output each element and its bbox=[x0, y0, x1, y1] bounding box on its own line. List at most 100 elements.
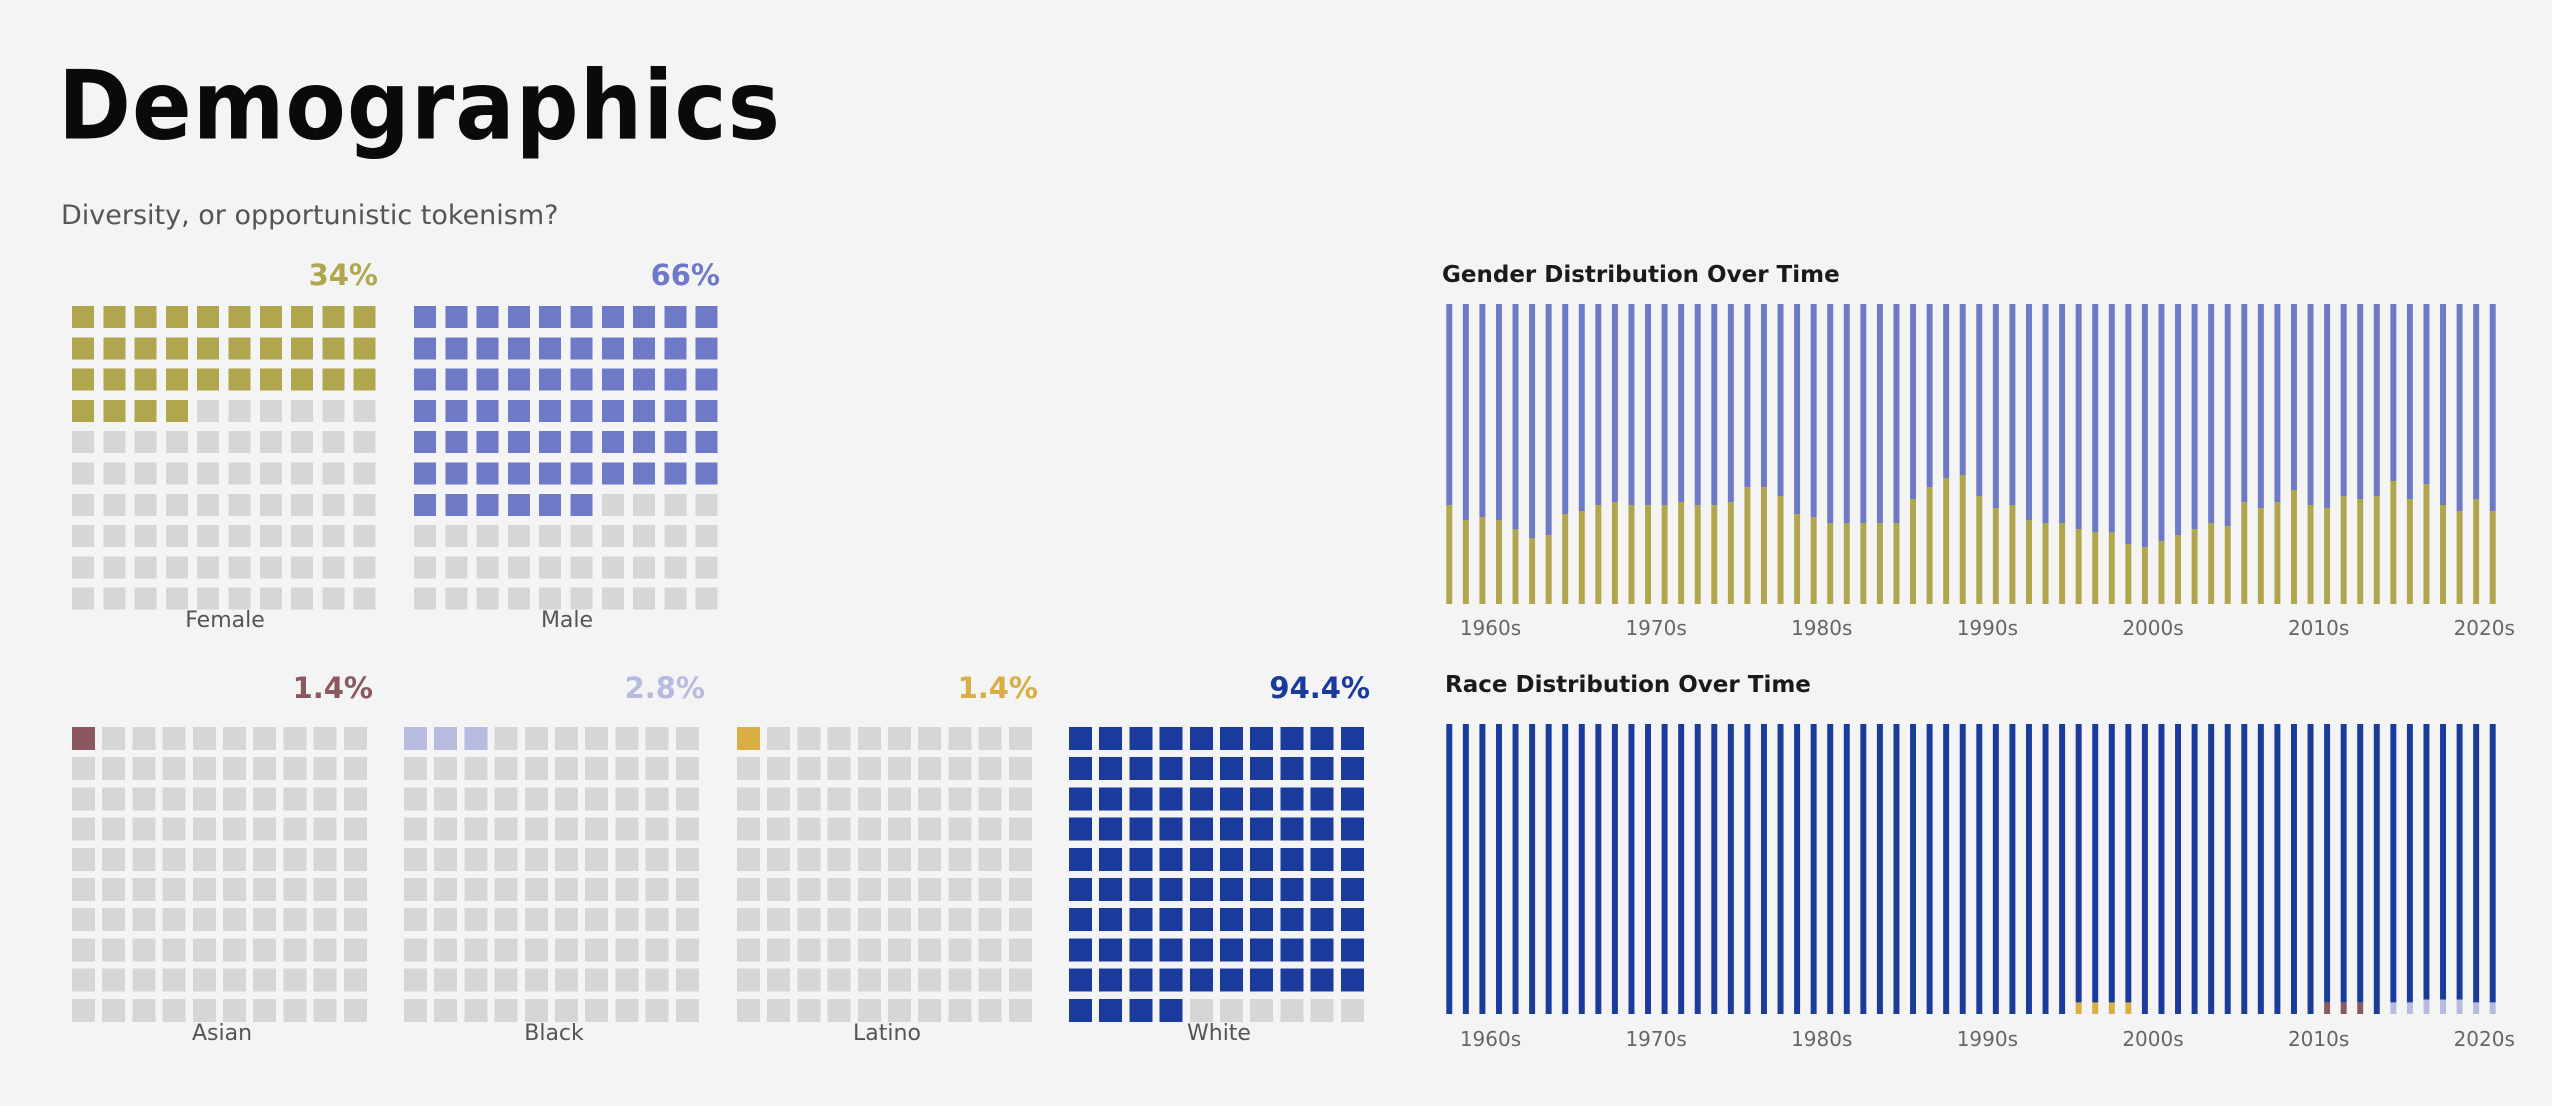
black-waffle-cell bbox=[585, 847, 609, 871]
male-waffle-cell bbox=[445, 587, 468, 610]
race-bar-white bbox=[2059, 724, 2066, 1014]
male-waffle-cell bbox=[570, 368, 593, 391]
white-waffle-cell bbox=[1099, 878, 1123, 901]
race-bar-white bbox=[1843, 724, 1850, 1014]
male-waffle-cell bbox=[633, 587, 656, 610]
latino-label: Latino bbox=[853, 1021, 921, 1046]
female-waffle-cell bbox=[103, 587, 126, 610]
gender-x-axis: 1960s 1970s 1980s 1990s 2000s 2010s 2020s bbox=[1440, 616, 2515, 644]
white-waffle-cell bbox=[1280, 878, 1304, 901]
white-waffle-cell bbox=[1129, 817, 1153, 841]
asian-waffle-cell bbox=[343, 757, 367, 781]
race-bar-white bbox=[1645, 724, 1652, 1014]
black-waffle-cell bbox=[585, 817, 609, 841]
latino-waffle-cell bbox=[978, 757, 1002, 781]
gender-bar-female bbox=[2059, 523, 2066, 604]
asian-waffle-cell bbox=[192, 817, 216, 841]
black-waffle-cell bbox=[615, 998, 639, 1022]
latino-waffle-cell bbox=[948, 817, 972, 841]
black-waffle-cell bbox=[494, 817, 518, 841]
female-waffle-cell bbox=[322, 587, 345, 610]
female-waffle-cell bbox=[134, 462, 157, 485]
asian-waffle-cell bbox=[253, 998, 277, 1022]
male-waffle-cell bbox=[507, 368, 530, 391]
race-bar-white bbox=[1893, 724, 1900, 1014]
gender-bar-female bbox=[2092, 532, 2099, 604]
white-waffle-cell bbox=[1129, 847, 1153, 871]
race-bar-white bbox=[2092, 724, 2099, 1003]
white-waffle-cell bbox=[1310, 968, 1334, 992]
female-waffle-cell bbox=[197, 525, 220, 548]
male-waffle-cell bbox=[476, 587, 499, 610]
white-waffle-cell bbox=[1189, 787, 1213, 811]
female-waffle-cell bbox=[291, 368, 314, 391]
female-waffle-cell bbox=[134, 493, 157, 516]
black-waffle-cell bbox=[615, 727, 639, 750]
black-waffle-cell bbox=[645, 938, 669, 962]
white-waffle-cell bbox=[1250, 817, 1274, 841]
latino-waffle-cell bbox=[918, 998, 942, 1022]
female-waffle-cell bbox=[72, 306, 94, 328]
male-waffle-cell bbox=[445, 337, 468, 360]
white-waffle-cell bbox=[1280, 998, 1304, 1022]
black-waffle-cell bbox=[615, 817, 639, 841]
white-label: White bbox=[1187, 1021, 1251, 1046]
gender-bar-male bbox=[2274, 304, 2281, 502]
black-waffle-cell bbox=[615, 757, 639, 781]
male-waffle-cell bbox=[633, 337, 656, 360]
latino-waffle-cell bbox=[857, 787, 881, 811]
latino-waffle-cell bbox=[978, 908, 1002, 932]
female-waffle-cell bbox=[165, 587, 188, 610]
asian-waffle-cell bbox=[313, 938, 337, 962]
male-waffle-cell bbox=[539, 306, 562, 328]
page-title: Demographics bbox=[58, 49, 782, 162]
black-waffle-cell bbox=[615, 878, 639, 901]
latino-waffle-cell bbox=[797, 998, 821, 1022]
white-waffle-cell bbox=[1250, 757, 1274, 781]
gender-x-tick: 1980s bbox=[1791, 616, 1853, 640]
asian-waffle-cell bbox=[223, 938, 246, 962]
black-waffle-cell bbox=[675, 757, 699, 781]
male-waffle-cell bbox=[601, 462, 624, 485]
asian-waffle-cell bbox=[192, 878, 216, 901]
female-waffle-cell bbox=[259, 399, 282, 422]
gender-bar-male bbox=[1446, 304, 1453, 505]
male-waffle-cell bbox=[539, 399, 562, 422]
male-waffle-cell bbox=[476, 337, 499, 360]
asian-waffle-cell bbox=[223, 817, 246, 841]
female-waffle-cell bbox=[134, 368, 157, 391]
race-bar-white bbox=[1479, 724, 1486, 1014]
gender-bar-female bbox=[2042, 523, 2049, 604]
race-bar-white bbox=[1910, 724, 1917, 1014]
white-waffle-cell bbox=[1280, 968, 1304, 992]
asian-waffle-cell bbox=[162, 998, 186, 1022]
race-bar-white bbox=[1562, 724, 1569, 1014]
black-waffle-cell bbox=[524, 817, 548, 841]
female-waffle-cell bbox=[228, 431, 251, 454]
female-waffle-cell bbox=[103, 306, 126, 328]
white-waffle-cell bbox=[1159, 998, 1183, 1022]
asian-waffle-cell bbox=[313, 787, 337, 811]
latino-waffle-cell bbox=[767, 817, 791, 841]
race-bar-white bbox=[1926, 724, 1933, 1014]
gender-bar-female bbox=[1959, 475, 1966, 604]
gender-bar-female bbox=[1446, 505, 1453, 604]
asian-waffle-cell bbox=[162, 968, 186, 992]
latino-waffle-cell bbox=[767, 847, 791, 871]
white-waffle-cell bbox=[1099, 727, 1123, 750]
page-subtitle: Diversity, or opportunistic tokenism? bbox=[61, 200, 559, 231]
white-waffle-cell bbox=[1159, 727, 1183, 750]
male-waffle-cell bbox=[445, 368, 468, 391]
female-waffle-cell bbox=[228, 556, 251, 579]
race-bar-white bbox=[1512, 724, 1519, 1014]
race-bar-white bbox=[2257, 724, 2264, 1014]
female-waffle-cell bbox=[291, 587, 314, 610]
white-waffle-cell bbox=[1310, 878, 1334, 901]
black-waffle-cell bbox=[494, 727, 518, 750]
latino-waffle-cell bbox=[888, 878, 911, 901]
latino-waffle-cell bbox=[948, 847, 972, 871]
male-waffle-cell bbox=[570, 399, 593, 422]
latino-waffle-cell bbox=[827, 938, 851, 962]
asian-waffle-cell bbox=[132, 908, 156, 932]
race-bar-white bbox=[2473, 724, 2480, 1003]
